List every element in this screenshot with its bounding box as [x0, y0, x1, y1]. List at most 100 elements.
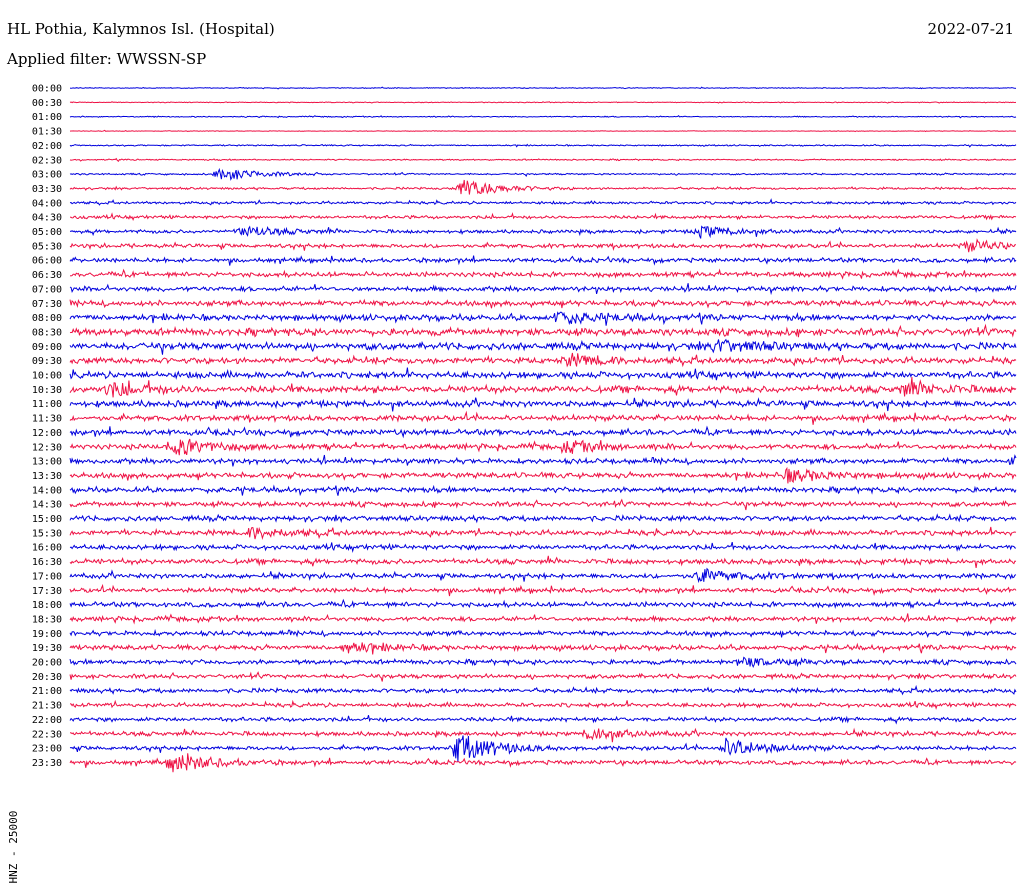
trace-row-0200	[69, 143, 1017, 148]
trace-row-0800	[69, 311, 1017, 326]
row-tick-label: 00:30	[32, 98, 62, 109]
trace-row-2100	[69, 684, 1017, 696]
station-title: HL Pothia, Kalymnos Isl. (Hospital)	[7, 20, 275, 38]
row-tick-label: 10:00	[32, 371, 62, 382]
row-tick-label: 22:00	[32, 715, 62, 726]
row-tick-label: 19:30	[32, 643, 62, 654]
trace-row-0600	[69, 255, 1017, 266]
trace-row-2000	[69, 656, 1017, 669]
row-tick-label: 09:00	[32, 342, 62, 353]
row-tick-label: 21:30	[32, 701, 62, 712]
trace-row-0400	[69, 198, 1017, 206]
trace-row-2300	[69, 735, 1017, 762]
row-tick-label: 09:30	[32, 356, 62, 367]
trace-row-0630	[69, 268, 1017, 280]
row-tick-label: 23:30	[32, 758, 62, 769]
trace-row-1730	[69, 583, 1017, 597]
trace-row-1300	[69, 454, 1017, 467]
row-tick-label: 08:30	[32, 327, 62, 338]
trace-row-1530	[69, 526, 1017, 540]
row-tick-label: 17:00	[32, 571, 62, 582]
row-tick-label: 02:30	[32, 155, 62, 166]
row-tick-label: 17:30	[32, 586, 62, 597]
row-tick-label: 03:30	[32, 184, 62, 195]
trace-row-0930	[69, 352, 1017, 368]
row-tick-label: 20:00	[32, 658, 62, 669]
row-tick-label: 14:30	[32, 500, 62, 511]
trace-row-1230	[69, 438, 1017, 456]
row-tick-label: 11:30	[32, 414, 62, 425]
trace-row-0000	[69, 86, 1017, 90]
row-tick-label: 21:00	[32, 686, 62, 697]
trace-row-2030	[69, 671, 1017, 682]
row-tick-label: 11:00	[32, 399, 62, 410]
trace-row-1930	[69, 642, 1017, 655]
trace-row-0430	[69, 212, 1017, 222]
row-tick-label: 03:00	[32, 170, 62, 181]
trace-row-0300	[69, 167, 1017, 181]
trace-row-1600	[69, 541, 1017, 553]
row-tick-label: 06:00	[32, 256, 62, 267]
trace-row-2130	[69, 699, 1017, 710]
trace-row-1130	[69, 410, 1017, 425]
row-tick-label: 15:00	[32, 514, 62, 525]
trace-row-2230	[69, 727, 1017, 743]
trace-row-0700	[69, 283, 1017, 296]
date-label: 2022-07-21	[927, 20, 1014, 38]
row-tick-label: 18:30	[32, 614, 62, 625]
trace-row-1200	[69, 425, 1017, 439]
row-tick-label: 00:00	[32, 84, 62, 95]
trace-row-0730	[69, 298, 1017, 309]
trace-row-2330	[69, 753, 1017, 773]
row-tick-label: 20:30	[32, 672, 62, 683]
trace-row-2200	[69, 715, 1017, 725]
row-tick-label: 18:00	[32, 600, 62, 611]
trace-row-0530	[69, 238, 1016, 253]
trace-row-0330	[69, 179, 1016, 195]
row-tick-label: 16:30	[32, 557, 62, 568]
row-tick-label: 16:00	[32, 543, 62, 554]
trace-row-0130	[69, 129, 1017, 133]
trace-row-0230	[69, 157, 1017, 163]
trace-row-1000	[69, 367, 1017, 381]
trace-row-1500	[69, 513, 1017, 524]
trace-row-1700	[69, 567, 1017, 584]
trace-row-0500	[69, 225, 1017, 239]
row-tick-label: 23:00	[32, 744, 62, 755]
row-tick-label: 22:30	[32, 729, 62, 740]
trace-row-0830	[69, 323, 1017, 339]
trace-row-1030	[69, 376, 1017, 398]
row-tick-label: 13:00	[32, 457, 62, 468]
trace-row-1630	[69, 555, 1017, 568]
row-tick-label: 15:30	[32, 528, 62, 539]
row-tick-label: 10:30	[32, 385, 62, 396]
row-tick-label: 07:00	[32, 284, 62, 295]
row-tick-label: 01:30	[32, 127, 62, 138]
row-tick-label: 19:00	[32, 629, 62, 640]
seismogram-plot: 00:00 00:30 01:00 01:30 02:00 02:30 03:00 03:30…	[32, 84, 1017, 773]
trace-row-0030	[69, 101, 1017, 104]
row-tick-label: 12:30	[32, 442, 62, 453]
row-tick-label: 08:00	[32, 313, 62, 324]
row-tick-label: 07:30	[32, 299, 62, 310]
row-tick-label: 05:00	[32, 227, 62, 238]
row-tick-label: 12:00	[32, 428, 62, 439]
tick-label-group: 00:00 00:30 01:00 01:30 02:00 02:30 03:00 03:30…	[32, 84, 62, 769]
trace-row-1900	[69, 628, 1017, 638]
row-tick-label: 02:00	[32, 141, 62, 152]
trace-row-1400	[69, 484, 1017, 497]
trace-row-1100	[69, 397, 1017, 412]
row-tick-label: 06:30	[32, 270, 62, 281]
trace-row-0100	[69, 115, 1017, 119]
row-tick-label: 01:00	[32, 112, 62, 123]
filter-label: Applied filter: WWSSN-SP	[7, 50, 207, 68]
row-tick-label: 13:30	[32, 471, 62, 482]
trace-row-1830	[69, 613, 1017, 625]
row-tick-label: 14:00	[32, 485, 62, 496]
y-axis-label: HNZ - 25000	[7, 810, 20, 884]
trace-group	[69, 86, 1017, 773]
trace-row-1800	[69, 598, 1017, 609]
row-tick-label: 04:00	[32, 198, 62, 209]
trace-row-0900	[69, 338, 1017, 355]
row-tick-label: 04:30	[32, 213, 62, 224]
